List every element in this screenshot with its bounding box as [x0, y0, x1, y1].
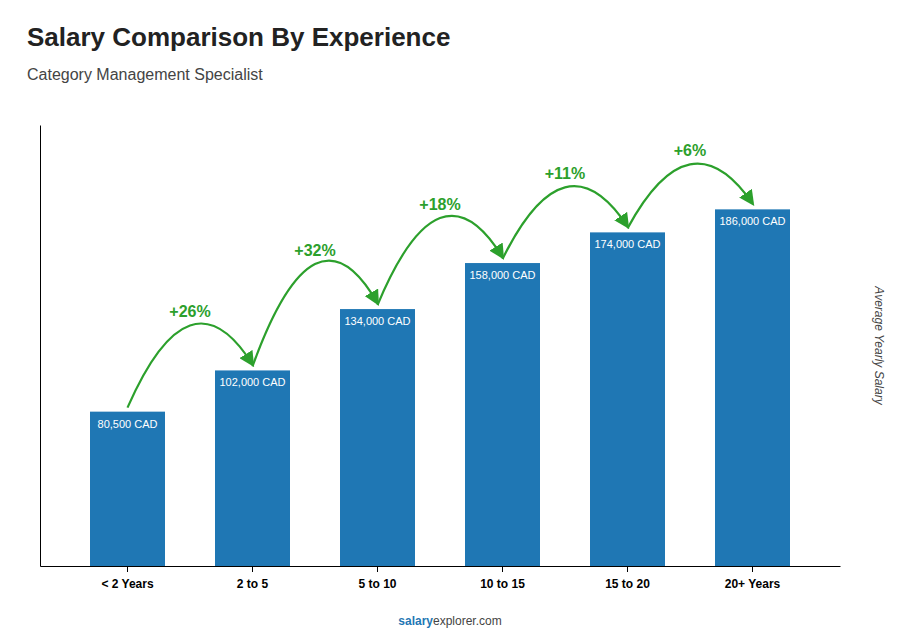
y-axis	[40, 126, 41, 567]
bar	[90, 412, 165, 566]
x-tick-mark	[127, 566, 128, 572]
plot-area: < 2 Years 2 to 5 5 to 10 10 to 15 15 to 20 20…	[41, 126, 841, 592]
bars	[90, 209, 790, 566]
growth-label: +6%	[674, 142, 706, 159]
bar	[215, 370, 290, 566]
growth-label: +11%	[545, 165, 585, 182]
footer: salaryexplorer.com	[398, 614, 501, 628]
x-tick-mark	[252, 566, 253, 572]
growth-arc	[253, 261, 378, 367]
data-label: 158,000 CAD	[469, 269, 535, 281]
data-label: 80,500 CAD	[98, 418, 158, 430]
bar	[340, 309, 415, 566]
x-tick-mark	[752, 566, 753, 572]
title: Salary Comparison By Experience	[27, 22, 450, 52]
x-tick-mark	[627, 566, 628, 572]
x-tick-label: 20+ Years	[725, 577, 781, 591]
x-tick-label: 15 to 20	[605, 577, 650, 591]
y-axis-title: Average Yearly Salary	[872, 285, 886, 405]
x-tick: 2 to 5	[237, 566, 269, 591]
x-axis-line	[41, 566, 841, 567]
growth-annotations: +26% +32% +18% +11% +6%	[128, 142, 753, 407]
bar	[590, 232, 665, 566]
data-label: 134,000 CAD	[344, 315, 410, 327]
x-tick-mark	[377, 566, 378, 572]
growth-label: +32%	[294, 242, 335, 259]
growth-label: +18%	[419, 196, 460, 213]
x-axis: < 2 Years 2 to 5 5 to 10 10 to 15 15 to 20 20…	[41, 566, 841, 591]
footer-part: explorer.com	[433, 614, 502, 628]
subtitle: Category Management Specialist	[27, 66, 263, 83]
growth-arc	[128, 323, 253, 407]
x-tick: 20+ Years	[725, 566, 781, 591]
y-axis-line	[40, 126, 41, 567]
x-tick-mark	[502, 566, 503, 572]
growth-arc	[378, 216, 503, 305]
x-tick-label: < 2 Years	[101, 577, 153, 591]
data-label: 102,000 CAD	[219, 376, 285, 388]
footer-part: salary	[398, 614, 433, 628]
data-labels: 80,500 CAD 102,000 CAD 134,000 CAD 158,000 …	[98, 215, 786, 429]
x-tick: 5 to 10	[358, 566, 396, 591]
x-tick: 15 to 20	[605, 566, 650, 591]
x-tick-label: 2 to 5	[237, 577, 269, 591]
data-label: 174,000 CAD	[594, 238, 660, 250]
bar	[715, 209, 790, 566]
chart-svg: Salary Comparison By Experience Category …	[0, 0, 900, 641]
x-tick: < 2 Years	[101, 566, 153, 591]
data-label: 186,000 CAD	[719, 215, 785, 227]
bar	[465, 263, 540, 566]
growth-label: +26%	[169, 303, 210, 320]
chart-container: Salary Comparison By Experience Category …	[0, 0, 900, 641]
growth-arc	[503, 186, 628, 259]
x-tick: 10 to 15	[480, 566, 525, 591]
growth-arc	[628, 164, 753, 229]
x-tick-label: 5 to 10	[358, 577, 396, 591]
x-tick-label: 10 to 15	[480, 577, 525, 591]
